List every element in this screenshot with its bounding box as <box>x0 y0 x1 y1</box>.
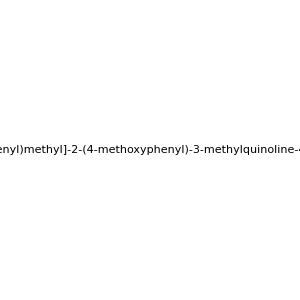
Text: N-[(4-fluorophenyl)methyl]-2-(4-methoxyphenyl)-3-methylquinoline-4-carboxamide: N-[(4-fluorophenyl)methyl]-2-(4-methoxyp… <box>0 145 300 155</box>
